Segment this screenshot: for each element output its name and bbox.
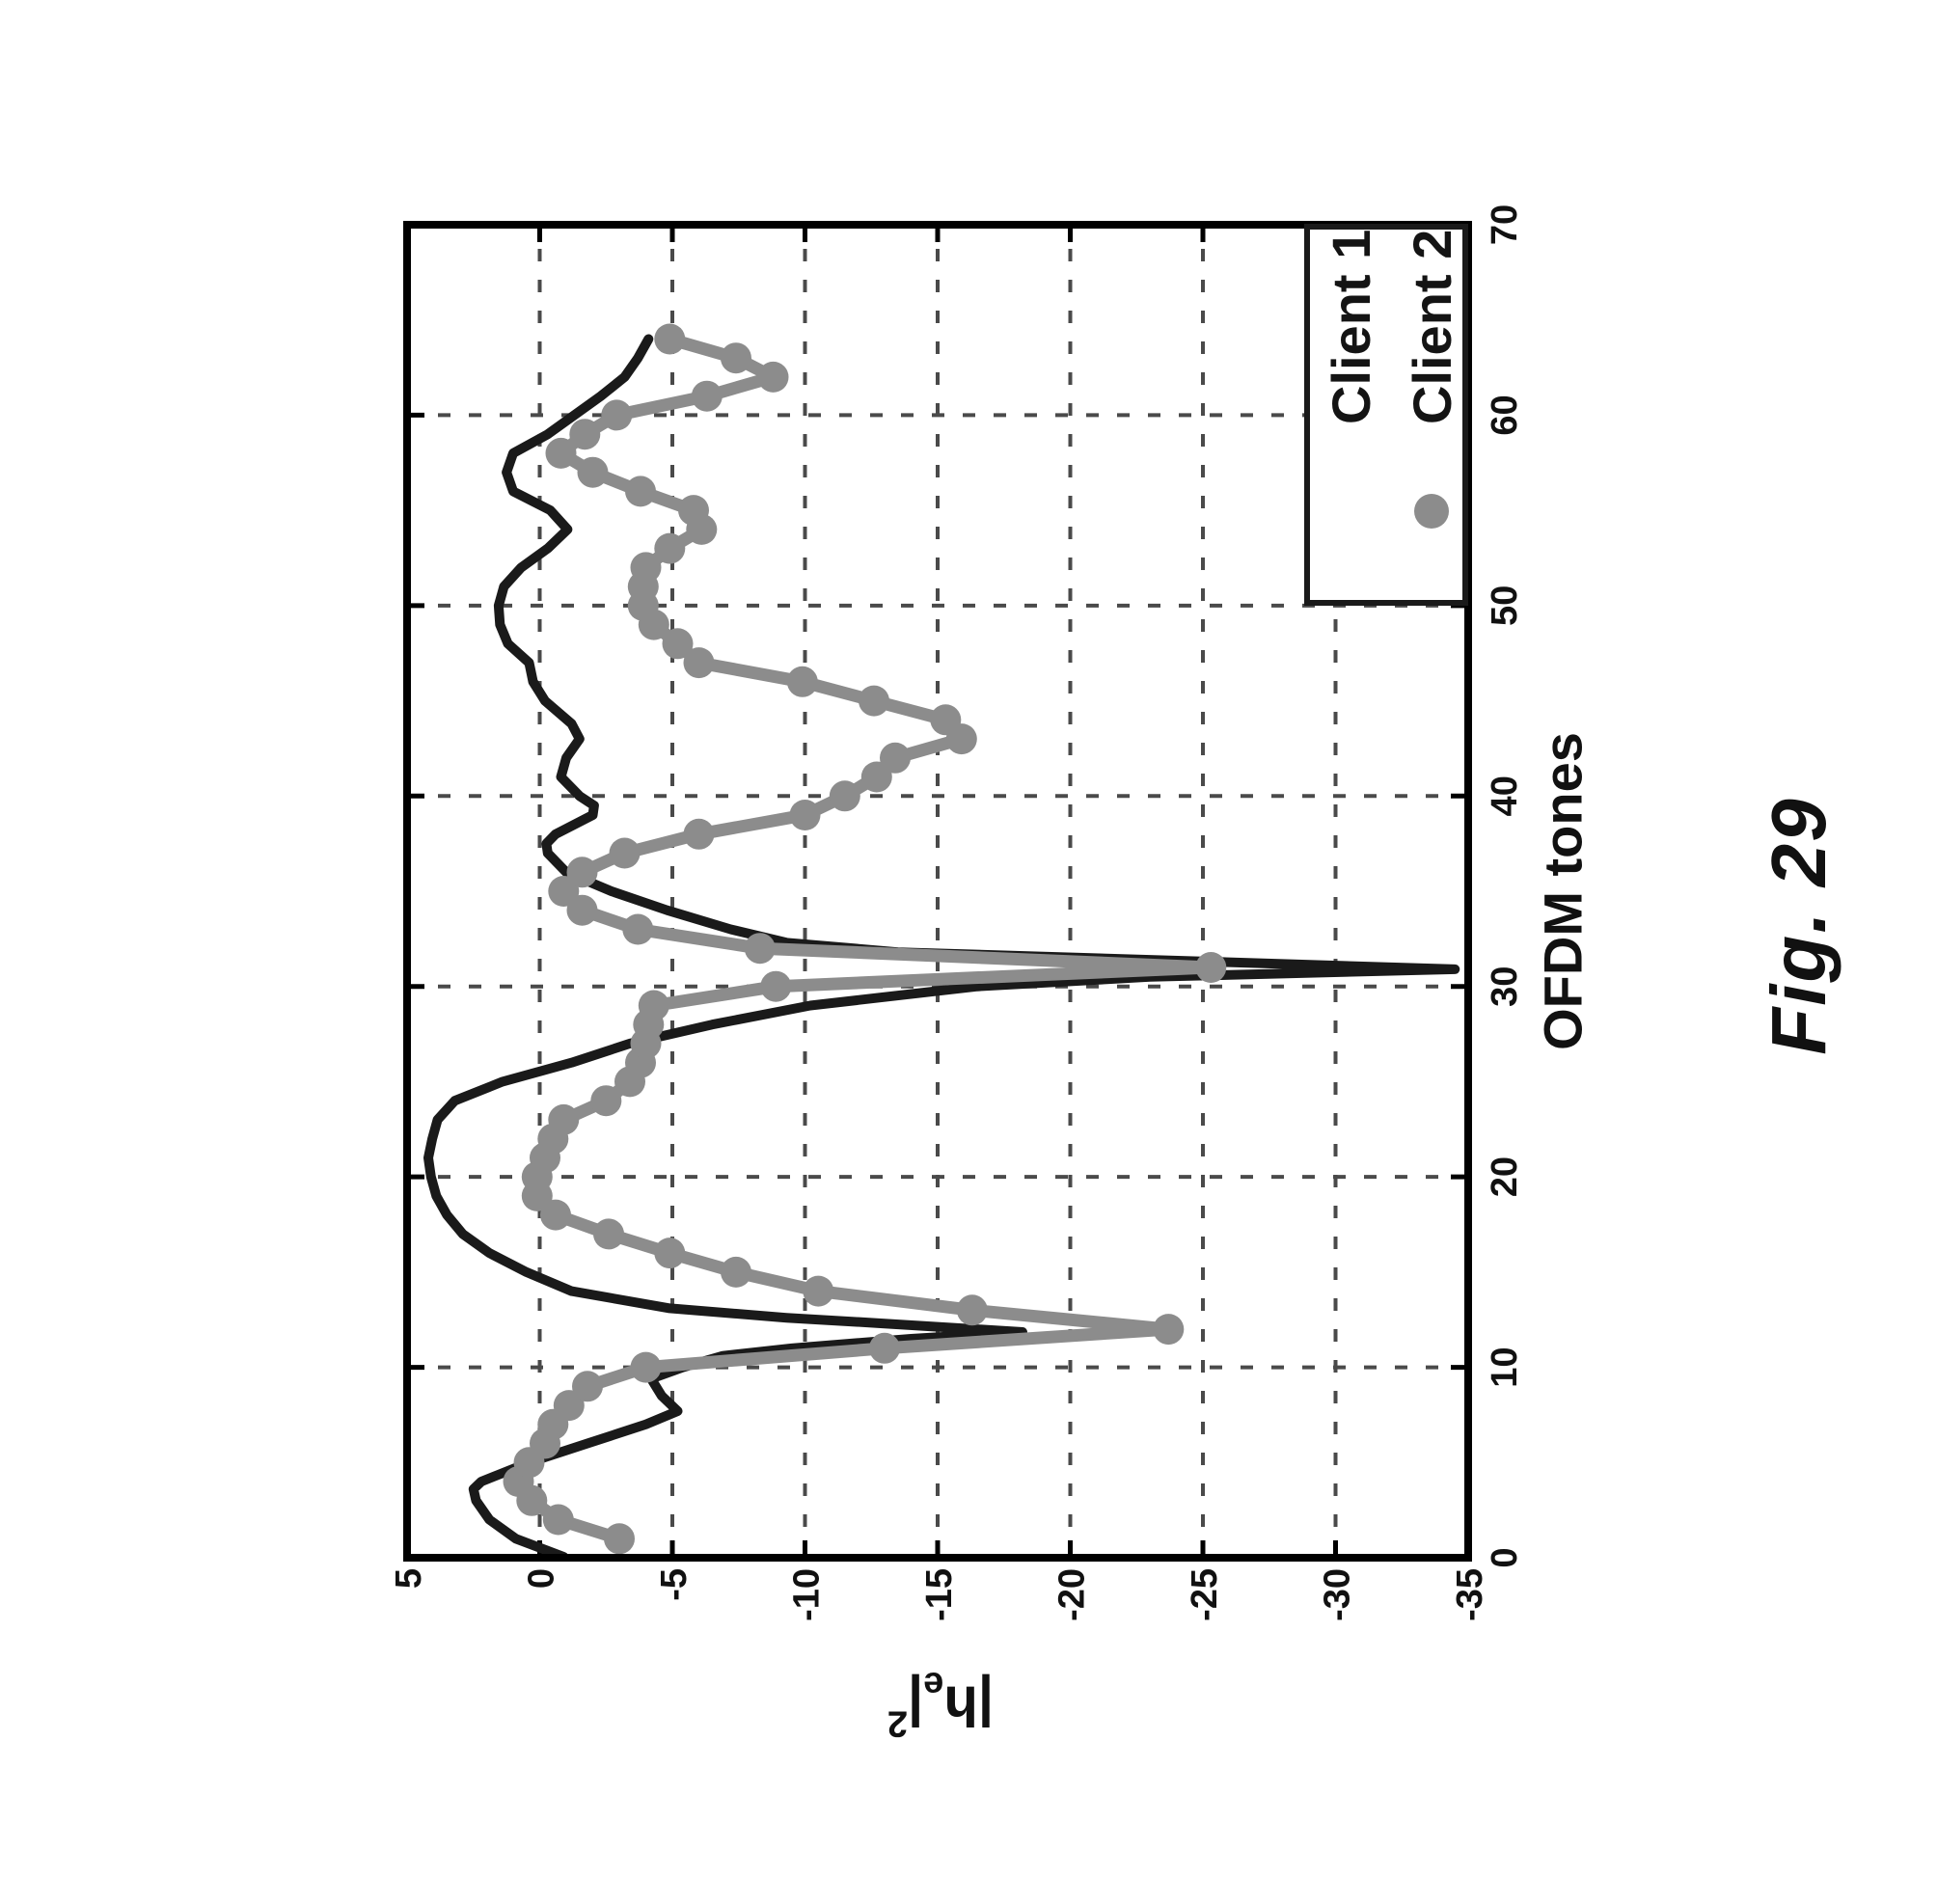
client2-marker [601, 399, 633, 431]
client2-marker [662, 628, 694, 660]
client2-marker [691, 380, 723, 412]
x-tick-label: 40 [1485, 775, 1525, 816]
client2-marker [638, 990, 669, 1021]
legend-entry-client1: Client 1 [1320, 229, 1381, 575]
x-tick-label: 60 [1485, 394, 1525, 435]
client2-marker [678, 495, 709, 527]
client2-marker [654, 323, 686, 355]
client2-marker [553, 1390, 585, 1422]
client2-marker [654, 532, 686, 564]
y-tick-label: -15 [919, 1568, 960, 1621]
client2-marker [540, 1199, 571, 1231]
y-axis-title-exponent: 2 [887, 1702, 909, 1744]
client2-marker [577, 456, 609, 488]
client2-marker [956, 1294, 988, 1326]
y-axis-title: |he|2 [887, 1664, 994, 1744]
client2-marker [744, 933, 776, 965]
client2-marker [604, 1523, 635, 1555]
legend-entry-client2: Client 2 [1401, 229, 1462, 575]
y-tick-label: -35 [1450, 1568, 1490, 1621]
client2-marker [930, 704, 962, 736]
client2-marker [542, 1504, 574, 1536]
client2-marker [803, 1275, 834, 1307]
y-tick-label: -20 [1052, 1568, 1093, 1621]
y-tick-label: -10 [787, 1568, 828, 1621]
client2-marker [609, 837, 641, 869]
legend-label: Client 2 [1401, 229, 1462, 424]
client2-marker [880, 742, 911, 774]
client2-marker [860, 761, 892, 793]
legend-box: Client 1 Client 2 [1304, 224, 1468, 606]
client2-marker [593, 1218, 624, 1250]
client2-marker [572, 1371, 603, 1402]
x-tick-label: 50 [1485, 585, 1525, 626]
x-tick-label: 70 [1485, 204, 1525, 245]
y-axis-title-subscript: e [923, 1664, 944, 1705]
x-tick-label: 30 [1485, 966, 1525, 1007]
client2-marker [760, 970, 792, 1002]
client2-marker [721, 342, 751, 374]
client2-marker [721, 1256, 751, 1288]
client2-marker [548, 1103, 580, 1135]
client2-marker [869, 1332, 900, 1364]
y-axis-title-bar: | [908, 1673, 924, 1737]
client2-marker [566, 894, 598, 926]
client2-marker [569, 419, 601, 450]
y-tick-label: 5 [389, 1568, 429, 1589]
y-tick-label: -30 [1318, 1568, 1358, 1621]
client2-marker [683, 647, 715, 679]
figure-caption: Fig. 29 [1756, 797, 1842, 1055]
client2-marker [859, 685, 889, 717]
client2-marker [630, 552, 662, 584]
plot-border [403, 221, 1472, 1562]
client2-marker [545, 437, 577, 469]
y-tick-label: -5 [654, 1568, 695, 1601]
x-tick-label: 10 [1485, 1346, 1525, 1387]
client2-marker [829, 780, 860, 812]
client2-marker [683, 818, 715, 850]
x-tick-label: 0 [1485, 1547, 1525, 1567]
x-axis-title: OFDM tones [1532, 732, 1594, 1050]
client2-marker [1153, 1314, 1185, 1346]
y-tick-label: -25 [1185, 1568, 1225, 1621]
client2-marker [757, 361, 789, 393]
y-axis-title-text: |h [943, 1673, 995, 1737]
client2-marker [590, 1085, 622, 1117]
client2-marker [789, 800, 821, 830]
x-tick-label: 20 [1485, 1156, 1525, 1197]
y-tick-label: 0 [522, 1568, 562, 1589]
client2-marker [548, 876, 580, 907]
client2-marker [630, 1351, 662, 1383]
client2-marker [622, 913, 654, 945]
client2-marker [654, 1238, 686, 1269]
client2-marker [1195, 952, 1227, 983]
client2-marker [786, 666, 818, 697]
client2-line [512, 333, 1217, 1545]
client2-marker [625, 476, 656, 507]
legend-label: Client 1 [1320, 229, 1381, 424]
client2-marker [566, 857, 598, 888]
